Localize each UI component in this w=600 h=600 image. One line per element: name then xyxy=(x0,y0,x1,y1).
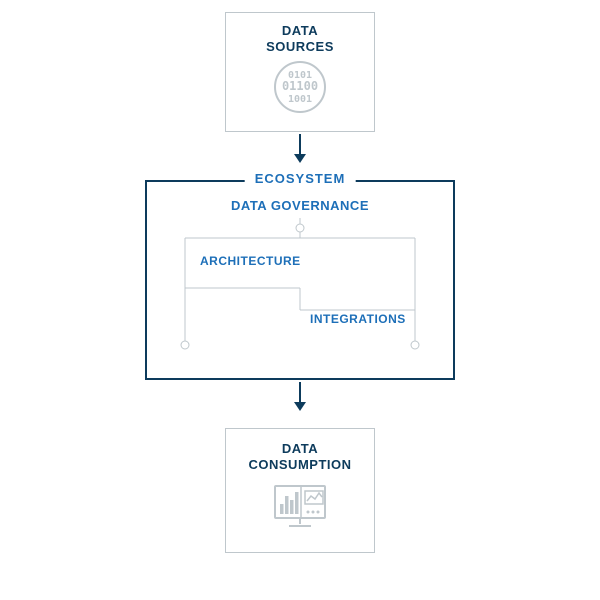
data-sources-title-line1: DATA xyxy=(226,23,374,39)
svg-text:1001: 1001 xyxy=(288,94,312,105)
data-consumption-title-line1: DATA xyxy=(226,441,374,457)
arrow-top-icon xyxy=(293,134,307,169)
svg-text:01100: 01100 xyxy=(282,79,318,93)
data-flow-diagram: DATA SOURCES 0101 01100 1001 ECOSYSTEM D… xyxy=(0,0,600,600)
architecture-label: ARCHITECTURE xyxy=(200,254,301,268)
inner-step-frame-icon xyxy=(145,180,455,380)
integrations-label: INTEGRATIONS xyxy=(310,312,406,326)
data-consumption-title-line2: CONSUMPTION xyxy=(226,457,374,473)
data-consumption-box: DATA CONSUMPTION xyxy=(225,428,375,553)
binary-circle-icon: 0101 01100 1001 xyxy=(226,60,374,114)
dashboard-monitor-icon xyxy=(226,482,374,530)
arrow-bottom-icon xyxy=(293,382,307,417)
data-sources-box: DATA SOURCES 0101 01100 1001 xyxy=(225,12,375,132)
ecosystem-box: ECOSYSTEM DATA GOVERNANCE ARCHITECTURE I… xyxy=(145,180,455,380)
data-sources-title-line2: SOURCES xyxy=(226,39,374,55)
